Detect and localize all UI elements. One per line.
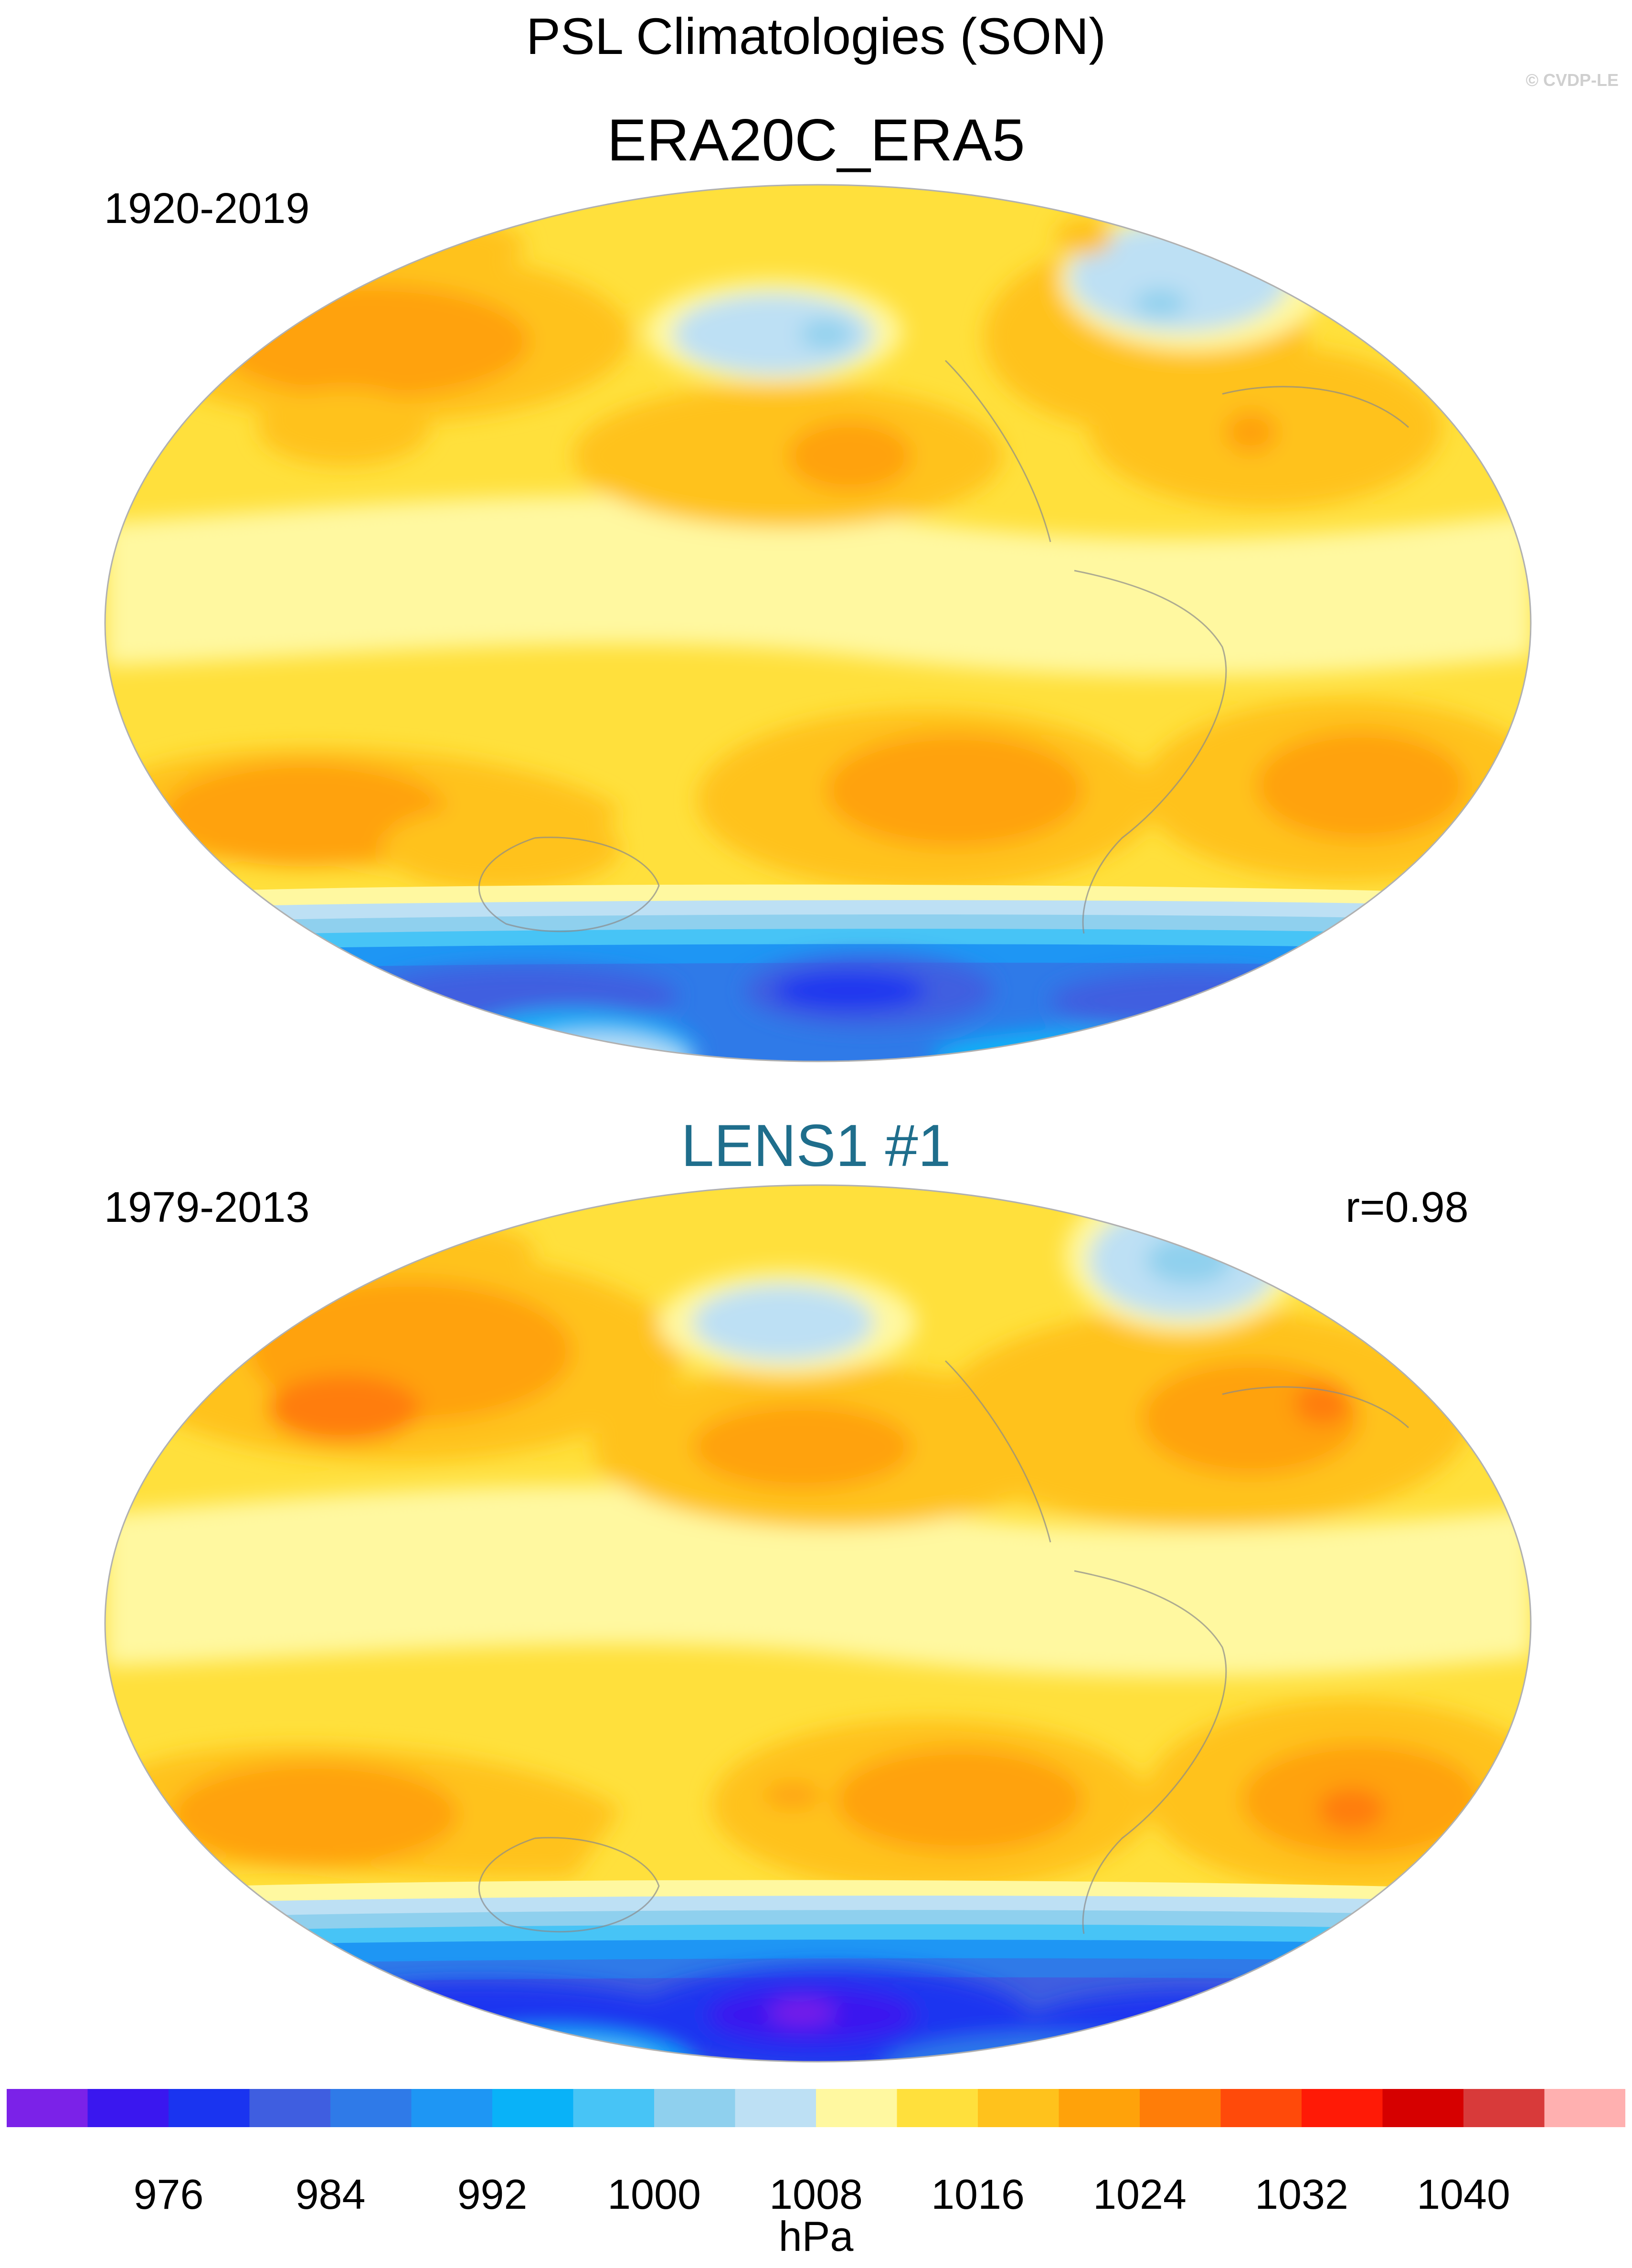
panel-2-title: LENS1 #1 <box>681 1113 951 1179</box>
colorbar-swatch <box>87 2089 169 2127</box>
colorbar-tick-label: 1032 <box>1255 2171 1348 2218</box>
colorbar-tick-label: 1024 <box>1093 2171 1187 2218</box>
colorbar-tick-label: 1016 <box>931 2171 1025 2218</box>
colorbar-swatch <box>978 2089 1059 2127</box>
colorbar-swatch <box>1059 2089 1140 2127</box>
colorbar-swatch <box>411 2089 493 2127</box>
colorbar-tick-label: 976 <box>133 2171 204 2218</box>
colorbar-swatch <box>1140 2089 1221 2127</box>
panel-2-map <box>104 1184 1532 2063</box>
panel-1-map <box>104 184 1532 1062</box>
colorbar-swatch <box>1382 2089 1464 2127</box>
colorbar-swatch <box>492 2089 573 2127</box>
colorbar-swatch <box>816 2089 897 2127</box>
colorbar-swatch <box>735 2089 816 2127</box>
colorbar-swatch <box>169 2089 250 2127</box>
colorbar-tick-label: 992 <box>457 2171 528 2218</box>
colorbar-units: hPa <box>778 2213 854 2260</box>
panel-1-title: ERA20C_ERA5 <box>607 107 1025 173</box>
colorbar-tick-label: 1040 <box>1417 2171 1510 2218</box>
watermark: © CVDP-LE <box>1526 70 1619 90</box>
colorbar-swatch <box>897 2089 978 2127</box>
colorbar-swatch <box>330 2089 412 2127</box>
colorbar-tick-label: 1008 <box>769 2171 863 2218</box>
colorbar-swatch <box>249 2089 331 2127</box>
colorbar-swatch <box>654 2089 735 2127</box>
colorbar-swatch <box>1544 2089 1625 2127</box>
colorbar-swatch <box>7 2089 88 2127</box>
colorbar-tick-label: 984 <box>295 2171 366 2218</box>
colorbar <box>7 2089 1625 2127</box>
colorbar-swatch <box>1463 2089 1545 2127</box>
colorbar-tick-labels: 976 984 992 1000 1008 1016 1024 1032 1040 <box>0 2170 1632 2218</box>
colorbar-swatch <box>1302 2089 1383 2127</box>
panel-2-period: 1979-2013 <box>104 1184 310 1231</box>
panel-1-period: 1920-2019 <box>104 185 310 233</box>
colorbar-swatch <box>1220 2089 1302 2127</box>
figure-title: PSL Climatologies (SON) <box>526 7 1106 65</box>
colorbar-swatch <box>573 2089 655 2127</box>
colorbar-tick-label: 1000 <box>607 2171 701 2218</box>
panel-2-correlation: r=0.98 <box>1346 1184 1469 1231</box>
